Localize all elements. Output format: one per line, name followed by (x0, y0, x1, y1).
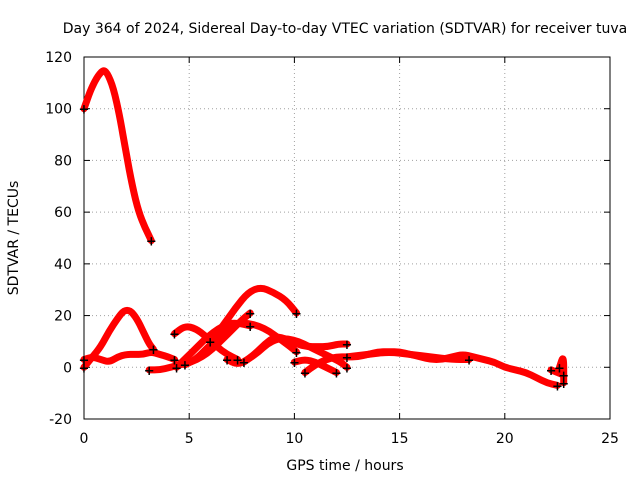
y-axis: -20 0 20 40 60 80 100 120 (45, 50, 610, 428)
data-point-marker: + (558, 377, 569, 392)
x-axis-label: GPS time / hours (286, 458, 403, 474)
x-axis: 0 5 10 15 20 25 (80, 57, 619, 447)
data-point-marker: + (169, 354, 180, 369)
y-tick-label: 60 (54, 205, 72, 221)
y-tick-label: 80 (54, 153, 72, 169)
grid (84, 57, 610, 419)
data-point-marker: + (171, 361, 182, 376)
series-arc-10 (240, 333, 351, 366)
y-tick-label: 120 (45, 50, 72, 66)
series-arc-15 (556, 355, 568, 387)
data-point-marker: + (180, 359, 191, 374)
data-point-marker: + (146, 235, 157, 250)
x-tick-label: 20 (496, 431, 514, 447)
data-point-marker: + (148, 343, 159, 358)
y-tick-label: 20 (54, 309, 72, 325)
data-point-marker: + (464, 354, 475, 369)
y-tick-label: -20 (49, 412, 72, 428)
data-point-marker: + (79, 354, 90, 369)
y-tick-label: 100 (45, 102, 72, 118)
data-point-marker: + (232, 354, 243, 369)
x-tick-label: 10 (285, 431, 303, 447)
chart-title: Day 364 of 2024, Sidereal Day-to-day VTE… (63, 21, 627, 37)
series-arc-11 (290, 356, 340, 376)
data-point-marker: + (342, 338, 353, 353)
markers-group: +++++ ++++++++++++++++++++ ++ +++ (79, 103, 570, 395)
data-point-marker: + (245, 320, 256, 335)
series-arc-3 (80, 348, 178, 365)
data-point-marker: + (291, 346, 302, 361)
series-arc-8 (206, 284, 300, 345)
x-tick-label: 25 (601, 431, 619, 447)
data-point-marker: + (291, 307, 302, 322)
series-arc-1 (80, 67, 155, 245)
data-point-marker: + (342, 351, 353, 366)
series-arc-14 (547, 366, 568, 379)
data-point-marker: + (342, 361, 353, 376)
y-tick-label: 0 (63, 360, 72, 376)
series-group (80, 67, 568, 389)
data-point-marker: + (554, 361, 565, 376)
data-point-marker: + (222, 354, 233, 369)
series-arc-13 (343, 348, 473, 363)
data-point-marker: + (79, 103, 90, 118)
data-point-marker: + (546, 364, 557, 379)
x-tick-label: 5 (185, 431, 194, 447)
data-point-marker: + (238, 356, 249, 371)
series-arc-5 (171, 323, 242, 363)
data-point-marker: + (331, 366, 342, 381)
data-point-marker: + (558, 369, 569, 384)
data-point-marker: + (299, 366, 310, 381)
data-point-marker: + (205, 335, 216, 350)
x-tick-label: 15 (391, 431, 409, 447)
plot-frame (83, 56, 611, 420)
y-axis-label: SDTVAR / TECUs (6, 181, 22, 296)
data-point-marker: + (169, 328, 180, 343)
x-tick-label: 0 (80, 431, 89, 447)
y-tick-label: 40 (54, 257, 72, 273)
data-point-marker: + (289, 356, 300, 371)
data-point-marker: + (79, 361, 90, 376)
data-point-marker: + (245, 307, 256, 322)
data-point-marker: + (552, 379, 563, 394)
data-point-marker: + (144, 364, 155, 379)
